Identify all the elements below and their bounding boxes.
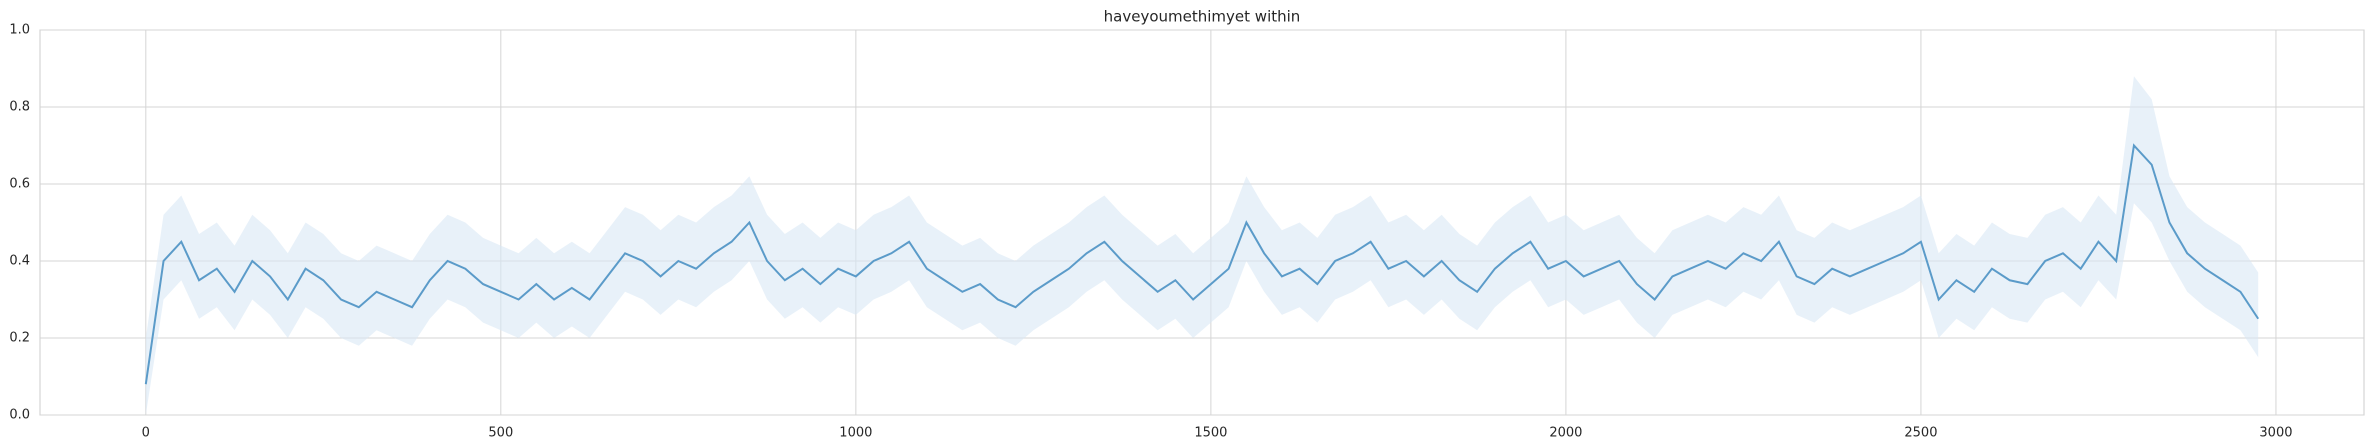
x-tick-label: 1000 [839, 426, 872, 441]
chart-title: haveyoumethimyet within [1104, 8, 1301, 26]
y-tick-label: 0.6 [9, 177, 30, 192]
x-tick-label: 2000 [1549, 426, 1582, 441]
x-tick-label: 1500 [1194, 426, 1227, 441]
x-tick-label: 2500 [1904, 426, 1937, 441]
x-tick-label: 3000 [2259, 426, 2292, 441]
confidence-band [145, 76, 2259, 415]
data-line [144, 143, 2260, 385]
y-tick-label: 0.8 [9, 100, 30, 115]
x-tick-label: 0 [142, 426, 150, 441]
y-tick-label: 0.4 [9, 254, 30, 269]
plot-area [39, 29, 2365, 416]
y-tick-label: 1.0 [9, 23, 30, 38]
y-tick-label: 0.0 [9, 408, 30, 423]
x-tick-label: 500 [488, 426, 513, 441]
y-tick-label: 0.2 [9, 331, 30, 346]
